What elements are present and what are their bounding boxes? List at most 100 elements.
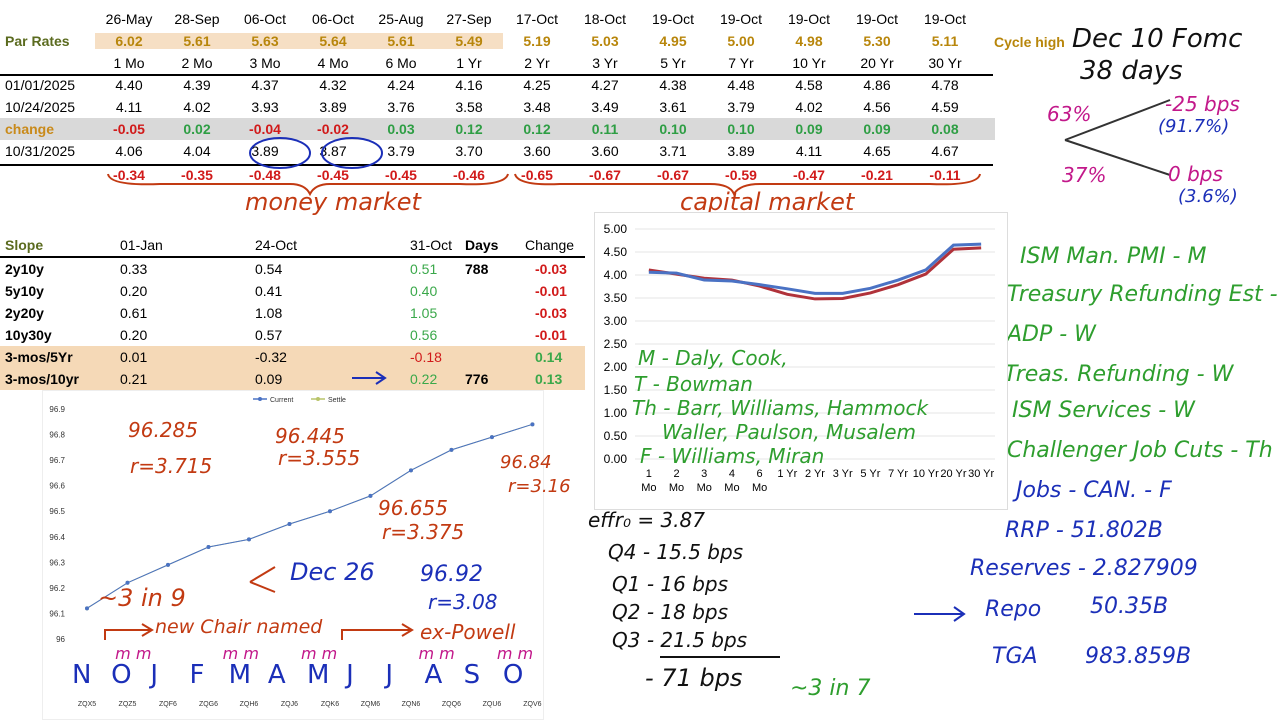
futures-point	[125, 580, 130, 585]
tga-value: 983.859B	[1085, 644, 1192, 669]
table-divider	[0, 74, 993, 76]
tenor-cell: 2 Mo	[181, 55, 213, 71]
ytd-change-cell: -0.59	[725, 167, 757, 183]
date-cell: 19-Oct	[719, 11, 762, 27]
latest-cell: 4.65	[863, 143, 891, 159]
tenor-cell: 5 Yr	[660, 55, 686, 71]
new-chair-note: new Chair named	[155, 616, 323, 638]
yield-cell: 4.38	[659, 77, 687, 93]
yield-cell: 3.48	[523, 99, 551, 115]
latest-cell: 3.70	[455, 143, 483, 159]
y-tick-label: 96.5	[49, 507, 65, 516]
ytd-change-cell: -0.47	[793, 167, 825, 183]
x-tick-label: 30 Yr	[968, 468, 994, 480]
par-rates-label: Par Rates	[5, 33, 70, 49]
effr-q2: Q2 - 18 bps	[612, 600, 729, 624]
dec26-value: 96.92	[420, 562, 483, 587]
yield-cell: 4.86	[863, 77, 891, 93]
ytd-change-row: -0.34 -0.35 -0.48 -0.45 -0.45 -0.46 -0.65 -0.67…	[0, 164, 995, 186]
x-tick-label: ZQM6	[361, 701, 381, 708]
slope-header-change: Change	[525, 237, 575, 253]
meeting-mark: m m	[222, 644, 259, 663]
ytd-change-cell: -0.67	[657, 167, 689, 183]
slope-header-jan: 01-Jan	[120, 237, 163, 253]
y-tick-label: 0.50	[604, 429, 628, 443]
fut-note: r=3.555	[278, 446, 361, 470]
month-letter: M	[307, 660, 330, 690]
effr-q3: Q3 - 21.5 bps	[612, 628, 748, 652]
yield-cell: 4.59	[931, 99, 959, 115]
y-tick-label: 3.00	[604, 314, 628, 328]
month-letter: J	[346, 660, 354, 690]
yield-cell: 4.39	[183, 77, 211, 93]
fut-note: 96.445	[275, 424, 345, 448]
slope-change: 0.14	[535, 349, 563, 365]
tga-label: TGA	[992, 644, 1038, 669]
y-tick-label: 96.3	[49, 558, 65, 567]
slope-header: Slope	[5, 237, 44, 253]
futures-point	[287, 522, 292, 526]
meeting-mark: m m	[418, 644, 455, 663]
slope-header-oct24: 24-Oct	[255, 237, 298, 253]
arrow-icon	[352, 371, 387, 385]
change-cell: 0.11	[591, 121, 619, 137]
slope-name: 2y10y	[5, 261, 44, 277]
effr-approx: ~3 in 7	[790, 676, 871, 701]
legend-label: Settle	[328, 397, 346, 404]
slope-oct24: -0.32	[255, 349, 287, 365]
repo-value: 50.35B	[1090, 594, 1169, 619]
date-cell: 27-Sep	[446, 11, 492, 27]
slope-oct31: 0.40	[410, 283, 438, 299]
month-letter: A	[267, 660, 286, 690]
futures-point	[530, 422, 535, 427]
y-tick-label: 3.50	[604, 291, 628, 305]
prob-cut: 63%	[1047, 102, 1092, 126]
ytd-change-cell: -0.46	[453, 167, 485, 183]
month-letter: A	[424, 660, 443, 690]
futures-arrows	[104, 566, 414, 640]
rrp-note: RRP - 51.802B	[1005, 518, 1163, 543]
meeting-mark: m m	[301, 644, 338, 663]
y-tick-label: 4.00	[604, 268, 628, 282]
yield-cell: 3.93	[251, 99, 279, 115]
date-cell: 19-Oct	[787, 11, 830, 27]
ytd-change-cell: -0.21	[861, 167, 893, 183]
slope-header-row: Slope 01-Jan 24-Oct 31-Oct Days Change	[0, 234, 585, 258]
yield-cell: 4.24	[387, 77, 415, 93]
ytd-change-cell: -0.45	[317, 167, 349, 183]
arrow-icon	[914, 606, 966, 622]
cal-note: ISM Services - W	[1012, 398, 1195, 423]
yield-cell: 3.58	[455, 99, 483, 115]
futures-point	[489, 435, 494, 440]
cal-note: ISM Man. PMI - M	[1020, 244, 1207, 269]
tenor-cell: 3 Mo	[249, 55, 281, 71]
ex-powell-note: ex-Powell	[420, 620, 516, 644]
yield-cell: 4.16	[455, 77, 483, 93]
yield-cell: 4.27	[591, 77, 619, 93]
latest-cell: 3.60	[523, 143, 551, 159]
x-tick-label: ZQH6	[240, 701, 259, 708]
legend-label: Current	[270, 397, 293, 404]
probability-tree	[1064, 99, 1171, 176]
date-cell: 17-Oct	[515, 11, 558, 27]
yield-cell: 4.32	[319, 77, 347, 93]
date-cell: 19-Oct	[651, 11, 694, 27]
yield-curve-line	[648, 242, 982, 295]
yield-cell: 4.02	[795, 99, 823, 115]
money-market-label: money market	[245, 188, 421, 216]
prob-hold: 37%	[1062, 163, 1107, 187]
x-tick-label: ZQU6	[483, 701, 502, 708]
slope-change: -0.03	[535, 305, 567, 321]
month-letter: J	[150, 660, 158, 690]
x-tick-label: 4 Mo	[724, 468, 739, 494]
slope-oct24: 0.41	[255, 283, 283, 299]
slope-name: 2y20y	[5, 305, 44, 321]
row-2025-10-24: 10/24/2025 4.11 4.02 3.93 3.89 3.76 3.58 3.48 3.…	[0, 96, 995, 118]
slope-change: -0.03	[535, 261, 567, 277]
change-cell: 0.08	[931, 121, 959, 137]
row-label: 01/01/2025	[5, 77, 76, 93]
repo-label: Repo	[985, 597, 1042, 622]
slope-row: 3-mos/10yr 0.21 0.09 0.22 776 0.13	[0, 368, 585, 390]
change-cell: -0.04	[249, 121, 281, 137]
yield-curve-svg: 0.00 0.50 1.00 1.50 2.00 2.50 3.00 3.50 4.00 4.50…	[604, 222, 995, 494]
